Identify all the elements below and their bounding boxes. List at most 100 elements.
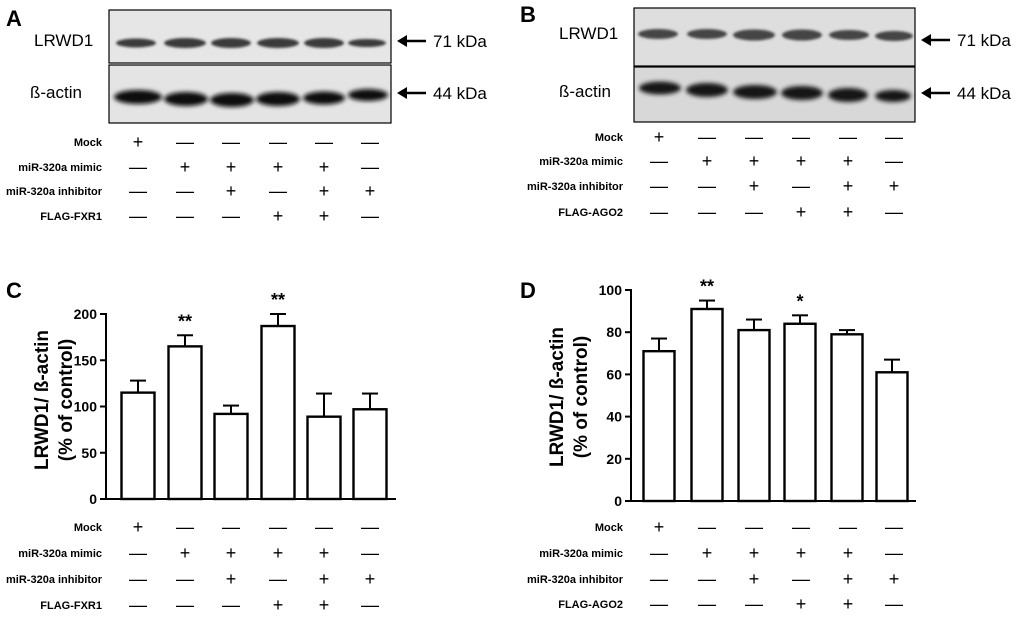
minus-sign: — [698,569,716,589]
minus-sign: — [129,543,147,563]
y-tick-label: 0 [614,493,622,509]
significance-marker: ** [178,311,192,331]
plus-sign: + [180,543,191,563]
plus-sign: + [843,569,854,589]
panel-label-c: C [6,278,22,303]
condition-label: FLAG-AGO2 [558,599,623,611]
y-axis-label: LRWD1/ ß-actin (% of control) [547,327,592,467]
minus-sign: — [222,517,240,537]
blot-b-lrwd1-label: LRWD1 [559,24,618,43]
minus-sign: — [176,181,194,201]
condition-label: Mock [74,522,103,534]
condition-label: Mock [74,137,103,149]
plus-sign: + [843,202,854,222]
y-axis-label: LRWD1/ ß-actin (% of control) [32,330,77,470]
minus-sign: — [129,157,147,177]
condition-label: miR-320a inhibitor [527,181,624,193]
minus-sign: — [176,132,194,152]
blot-a-lrwd1-size: 71 kDa [433,32,487,51]
plus-sign: + [889,176,900,196]
minus-sign: — [269,181,287,201]
condition-table-b: Mock + — — — — — miR-320a mimic — + + + + — miR-320a i… [527,127,903,222]
y-tick-label: 40 [606,409,622,425]
bar [875,371,909,503]
plus-sign: + [843,151,854,171]
minus-sign: — [176,206,194,226]
plus-sign: + [796,543,807,563]
plus-sign: + [796,202,807,222]
condition-label: Mock [595,132,624,144]
plus-sign: + [319,157,330,177]
blot-a-actin-label: ß-actin [30,83,82,102]
plus-sign: + [133,132,144,152]
minus-sign: — [698,176,716,196]
condition-label: miR-320a inhibitor [6,186,103,198]
condition-label: FLAG-FXR1 [40,211,102,223]
minus-sign: — [361,157,379,177]
plus-sign: + [749,543,760,563]
condition-label: FLAG-AGO2 [558,207,623,219]
minus-sign: — [315,517,333,537]
bar [830,333,864,503]
y-tick-label: 100 [599,282,623,298]
minus-sign: — [698,127,716,147]
svg-text:(% of control): (% of control) [571,336,592,458]
blot-b-actin [633,66,916,123]
minus-sign: — [885,543,903,563]
minus-sign: — [885,517,903,537]
plus-sign: + [365,181,376,201]
bar [260,324,296,501]
minus-sign: — [361,543,379,563]
bar [213,412,249,501]
significance-marker: * [796,291,803,311]
bar [737,328,771,503]
minus-sign: — [176,517,194,537]
bar [642,349,676,503]
plus-sign: + [319,206,330,226]
minus-sign: — [650,151,668,171]
plus-sign: + [889,569,900,589]
minus-sign: — [650,594,668,614]
plus-sign: + [702,151,713,171]
plus-sign: + [749,569,760,589]
minus-sign: — [269,569,287,589]
svg-text:(% of control): (% of control) [56,339,77,461]
arrow-icon [921,34,950,46]
chart-c: LRWD1/ ß-actin (% of control) 0 50 100 150 2… [32,290,396,507]
minus-sign: — [698,594,716,614]
minus-sign: — [129,569,147,589]
minus-sign: — [745,202,763,222]
condition-table-a: Mock + — — — — — miR-320a mimic — + + + + — miR-320a i… [6,132,379,226]
arrow-icon [397,87,426,99]
panel-label-b: B [520,2,536,27]
minus-sign: — [269,517,287,537]
minus-sign: — [361,517,379,537]
minus-sign: — [176,595,194,615]
blot-a-actin [108,64,392,124]
blot-a-lrwd1 [108,9,392,64]
plus-sign: + [319,181,330,201]
plus-sign: + [843,176,854,196]
minus-sign: — [885,202,903,222]
minus-sign: — [792,127,810,147]
plus-sign: + [226,181,237,201]
bar [783,322,817,503]
y-tick-label: 50 [81,445,97,461]
plus-sign: + [702,543,713,563]
minus-sign: — [792,569,810,589]
plus-sign: + [796,594,807,614]
minus-sign: — [650,543,668,563]
plus-sign: + [273,595,284,615]
minus-sign: — [650,176,668,196]
blot-b-lrwd1-size: 71 kDa [957,31,1011,50]
y-tick-label: 150 [74,352,98,368]
plus-sign: + [226,569,237,589]
minus-sign: — [792,176,810,196]
plus-sign: + [273,543,284,563]
plus-sign: + [133,517,144,537]
y-tick-label: 60 [606,366,622,382]
panel-label-d: D [520,278,536,303]
blot-a-actin-size: 44 kDa [433,84,487,103]
condition-label: miR-320a mimic [18,548,102,560]
